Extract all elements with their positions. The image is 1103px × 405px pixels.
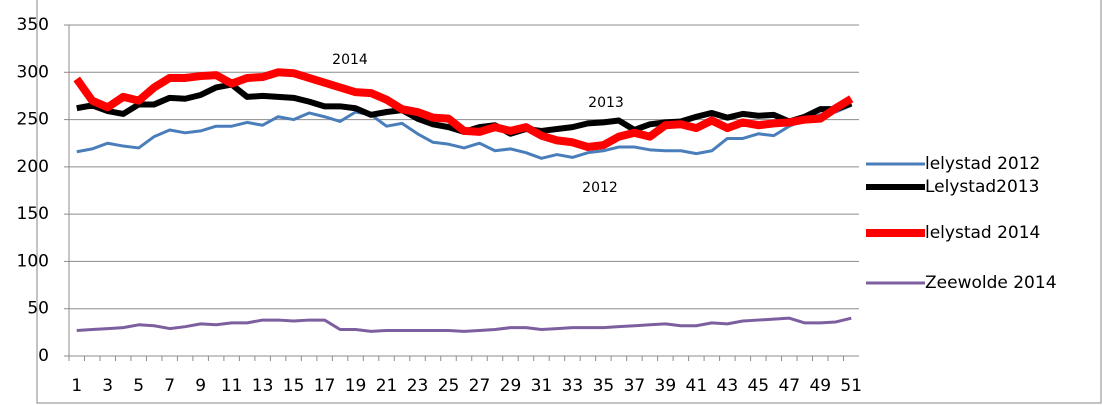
annotation: 2014 — [332, 52, 368, 68]
x-tick-label: 15 — [283, 376, 305, 396]
x-tick-label: 7 — [164, 376, 175, 396]
x-tick-label: 19 — [345, 376, 367, 396]
annotation: 2012 — [582, 180, 618, 196]
legend-label: Lelystad2013 — [925, 177, 1039, 197]
series-line — [76, 316, 852, 333]
x-tick-label: 3 — [102, 376, 113, 396]
x-tick-label: 41 — [686, 376, 708, 396]
x-tick-label: 47 — [778, 376, 800, 396]
legend-label: lelystad 2014 — [925, 223, 1040, 243]
x-tick-label: 35 — [593, 376, 615, 396]
x-tick-label: 37 — [624, 376, 646, 396]
x-tick-label: 29 — [500, 376, 522, 396]
y-tick-label: 300 — [17, 62, 49, 82]
x-tick-label: 49 — [809, 376, 831, 396]
y-tick-label: 0 — [38, 346, 49, 366]
x-tick-label: 27 — [469, 376, 491, 396]
x-tick-label: 23 — [407, 376, 429, 396]
series-line — [73, 68, 854, 151]
x-tick-label: 5 — [133, 376, 144, 396]
y-tick-label: 350 — [17, 15, 49, 35]
x-tick-label: 31 — [531, 376, 553, 396]
y-tick-label: 150 — [17, 204, 49, 224]
x-tick-label: 39 — [655, 376, 677, 396]
x-tick-label: 11 — [221, 376, 243, 396]
x-tick-label: 33 — [562, 376, 584, 396]
series-line — [76, 104, 852, 160]
legend-label: lelystad 2012 — [925, 154, 1040, 174]
x-tick-label: 45 — [747, 376, 769, 396]
legend-label: Zeewolde 2014 — [925, 273, 1057, 293]
y-tick-label: 200 — [17, 157, 49, 177]
x-tick-label: 51 — [840, 376, 862, 396]
chart-frame — [36, 0, 1102, 404]
x-tick-label: 43 — [717, 376, 739, 396]
y-tick-label: 250 — [17, 110, 49, 130]
x-tick-label: 25 — [438, 376, 460, 396]
y-tick-label: 50 — [27, 299, 49, 319]
y-tick-label: 100 — [17, 251, 49, 271]
x-tick-label: 21 — [376, 376, 398, 396]
x-tick-label: 17 — [314, 376, 336, 396]
x-tick-label: 13 — [252, 376, 274, 396]
x-tick-label: 1 — [71, 376, 82, 396]
annotation: 2013 — [588, 95, 624, 111]
x-tick-label: 9 — [195, 376, 206, 396]
